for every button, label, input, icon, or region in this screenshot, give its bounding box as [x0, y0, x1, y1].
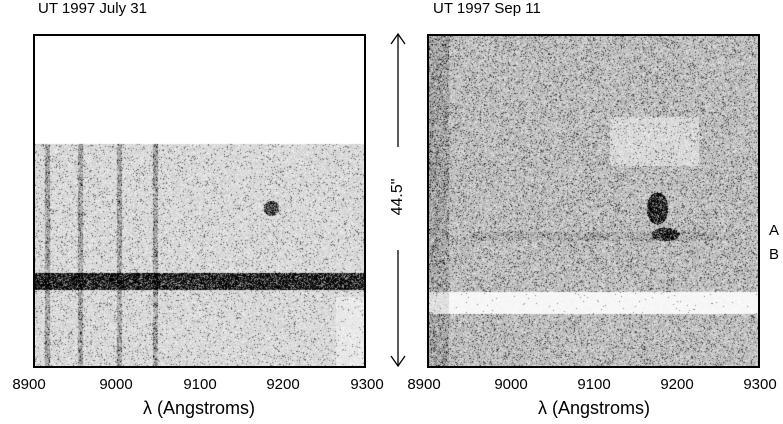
- spectrum-panel-july: [33, 34, 366, 368]
- trace-label-b: B: [769, 246, 780, 263]
- spectrum-image-sep: [429, 36, 758, 366]
- x-tick-9300-left: 9300: [350, 376, 384, 393]
- x-axis-label-right: λ (Angstroms): [537, 398, 651, 418]
- x-tick-9100-left: 9100: [183, 376, 217, 393]
- spectrum-image-july: [35, 36, 364, 366]
- x-axis-label-left: λ (Angstroms): [142, 398, 256, 418]
- scale-bar-label: 44.5": [389, 178, 406, 216]
- x-tick-8900-right: 8900: [407, 376, 441, 393]
- x-tick-8900-left: 8900: [12, 376, 46, 393]
- x-tick-9300-right: 9300: [743, 376, 777, 393]
- x-tick-9200-right: 9200: [660, 376, 694, 393]
- panel-2-title: UT 1997 Sep 11: [433, 0, 541, 17]
- trace-label-a: A: [769, 222, 780, 239]
- spectrum-panel-sep: [427, 34, 760, 368]
- x-tick-9200-left: 9200: [266, 376, 300, 393]
- x-tick-9000-right: 9000: [494, 376, 528, 393]
- x-tick-9100-right: 9100: [577, 376, 611, 393]
- panel-1-title: UT 1997 July 31: [38, 0, 147, 17]
- spatial-scale-bar: [390, 32, 406, 368]
- x-tick-9000-left: 9000: [99, 376, 133, 393]
